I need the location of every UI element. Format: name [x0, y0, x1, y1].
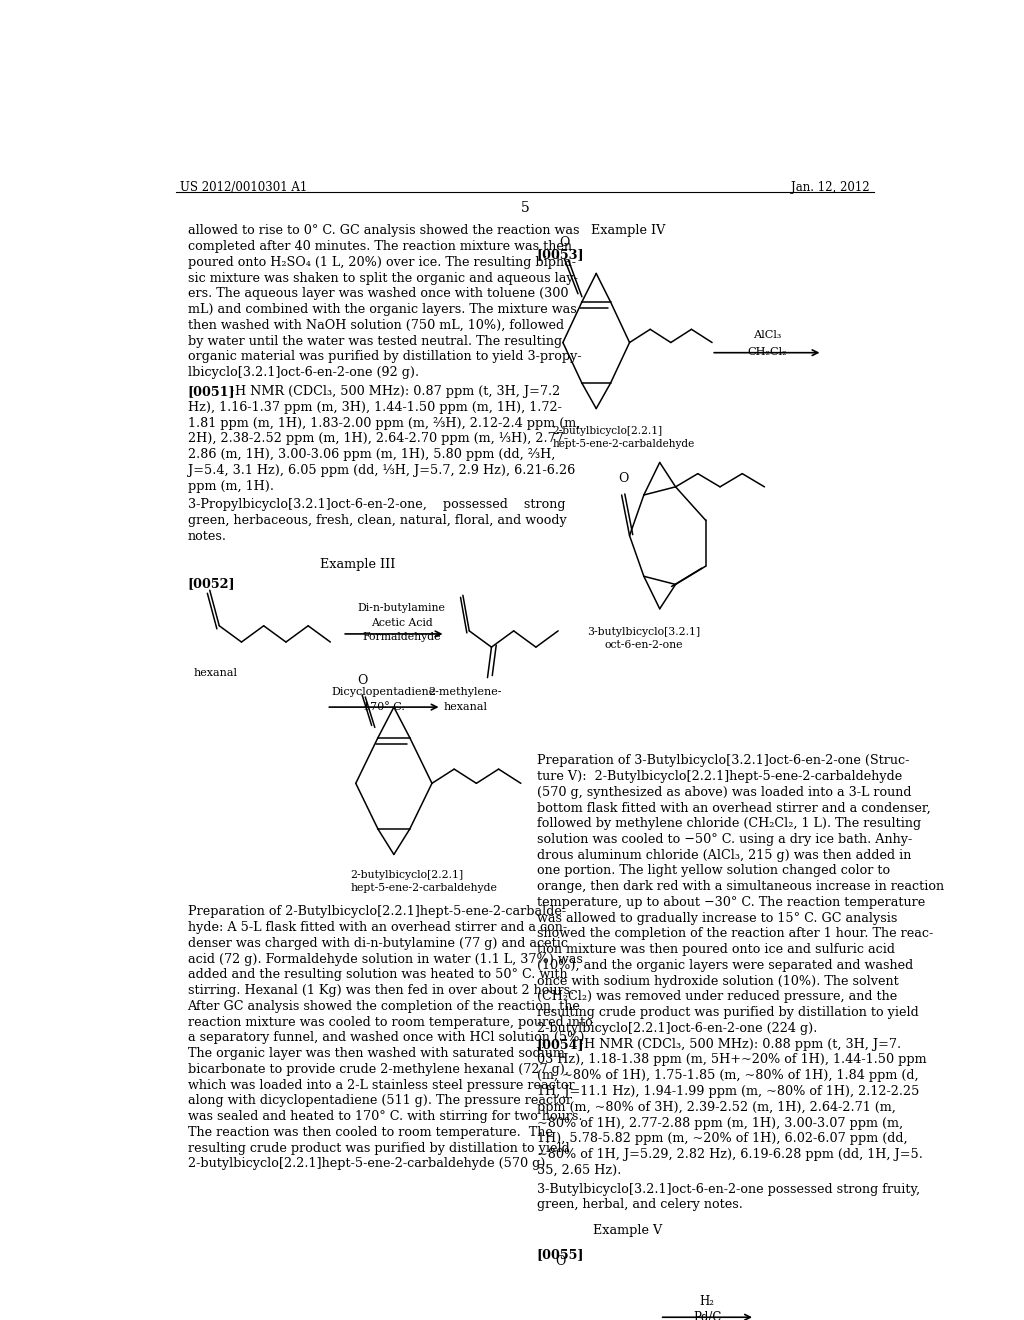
Text: ~80% of 1H, J=5.29, 2.82 Hz), 6.19-6.28 ppm (dd, 1H, J=5.: ~80% of 1H, J=5.29, 2.82 Hz), 6.19-6.28 …	[537, 1148, 923, 1162]
Text: solution was cooled to −50° C. using a dry ice bath. Anhy-: solution was cooled to −50° C. using a d…	[537, 833, 912, 846]
Text: Example V: Example V	[593, 1224, 663, 1237]
Text: 5: 5	[520, 201, 529, 215]
Text: sic mixture was shaken to split the organic and aqueous lay-: sic mixture was shaken to split the orga…	[187, 272, 578, 285]
Text: Hz), 1.16-1.37 ppm (m, 3H), 1.44-1.50 ppm (m, 1H), 1.72-: Hz), 1.16-1.37 ppm (m, 3H), 1.44-1.50 pp…	[187, 401, 561, 413]
Text: 1H, J=11.1 Hz), 1.94-1.99 ppm (m, ~80% of 1H), 2.12-2.25: 1H, J=11.1 Hz), 1.94-1.99 ppm (m, ~80% o…	[537, 1085, 920, 1098]
Text: (10%), and the organic layers were separated and washed: (10%), and the organic layers were separ…	[537, 958, 913, 972]
Text: 2-butylbicyclo[2.2.1]: 2-butylbicyclo[2.2.1]	[553, 426, 663, 436]
Text: Acetic Acid: Acetic Acid	[371, 618, 433, 628]
Text: followed by methylene chloride (CH₂Cl₂, 1 L). The resulting: followed by methylene chloride (CH₂Cl₂, …	[537, 817, 921, 830]
Text: AlCl₃: AlCl₃	[753, 330, 781, 341]
Text: a separatory funnel, and washed once with HCl solution (5%).: a separatory funnel, and washed once wit…	[187, 1031, 588, 1044]
Text: Jan. 12, 2012: Jan. 12, 2012	[792, 181, 870, 194]
Text: US 2012/0010301 A1: US 2012/0010301 A1	[179, 181, 307, 194]
Text: CH₂Cl₂: CH₂Cl₂	[748, 347, 786, 356]
Text: Preparation of 2-Butylbicyclo[2.2.1]hept-5-ene-2-carbalde-: Preparation of 2-Butylbicyclo[2.2.1]hept…	[187, 906, 565, 919]
Text: resulting crude product was purified by distillation to yield: resulting crude product was purified by …	[187, 1142, 569, 1155]
Text: O: O	[555, 1255, 565, 1269]
Text: 2H), 2.38-2.52 ppm (m, 1H), 2.64-2.70 ppm (m, ⅓H), 2.77-: 2H), 2.38-2.52 ppm (m, 1H), 2.64-2.70 pp…	[187, 433, 567, 445]
Text: (m, ~80% of 1H), 1.75-1.85 (m, ~80% of 1H), 1.84 ppm (d,: (m, ~80% of 1H), 1.75-1.85 (m, ~80% of 1…	[537, 1069, 919, 1082]
Text: Example III: Example III	[321, 558, 396, 570]
Text: Formaldehyde: Formaldehyde	[362, 632, 441, 642]
Text: O: O	[618, 471, 629, 484]
Text: hyde: A 5-L flask fitted with an overhead stirrer and a con-: hyde: A 5-L flask fitted with an overhea…	[187, 921, 566, 935]
Text: 2.86 (m, 1H), 3.00-3.06 ppm (m, 1H), 5.80 ppm (dd, ⅔H,: 2.86 (m, 1H), 3.00-3.06 ppm (m, 1H), 5.8…	[187, 447, 555, 461]
Text: 1H), 5.78-5.82 ppm (m, ~20% of 1H), 6.02-6.07 ppm (dd,: 1H), 5.78-5.82 ppm (m, ~20% of 1H), 6.02…	[537, 1133, 907, 1146]
Text: 2-methylene-: 2-methylene-	[428, 686, 502, 697]
Text: temperature, up to about −30° C. The reaction temperature: temperature, up to about −30° C. The rea…	[537, 896, 925, 909]
Text: After GC analysis showed the completion of the reaction, the: After GC analysis showed the completion …	[187, 999, 581, 1012]
Text: [0051]: [0051]	[187, 385, 236, 399]
Text: H₂: H₂	[699, 1295, 715, 1308]
Text: ~80% of 1H), 2.77-2.88 ppm (m, 1H), 3.00-3.07 ppm (m,: ~80% of 1H), 2.77-2.88 ppm (m, 1H), 3.00…	[537, 1117, 903, 1130]
Text: (CH₂Cl₂) was removed under reduced pressure, and the: (CH₂Cl₂) was removed under reduced press…	[537, 990, 897, 1003]
Text: acid (72 g). Formaldehyde solution in water (1.1 L, 37%) was: acid (72 g). Formaldehyde solution in wa…	[187, 953, 583, 965]
Text: bicarbonate to provide crude 2-methylene hexanal (727 g),: bicarbonate to provide crude 2-methylene…	[187, 1063, 568, 1076]
Text: completed after 40 minutes. The reaction mixture was then: completed after 40 minutes. The reaction…	[187, 240, 571, 253]
Text: O: O	[559, 236, 569, 249]
Text: one portion. The light yellow solution changed color to: one portion. The light yellow solution c…	[537, 865, 890, 878]
Text: O: O	[357, 673, 368, 686]
Text: reaction mixture was cooled to room temperature, poured into: reaction mixture was cooled to room temp…	[187, 1015, 592, 1028]
Text: Example IV: Example IV	[591, 224, 666, 238]
Text: ppm (m, ~80% of 3H), 2.39-2.52 (m, 1H), 2.64-2.71 (m,: ppm (m, ~80% of 3H), 2.39-2.52 (m, 1H), …	[537, 1101, 896, 1114]
Text: 3-Butylbicyclo[3.2.1]oct-6-en-2-one possessed strong fruity,: 3-Butylbicyclo[3.2.1]oct-6-en-2-one poss…	[537, 1183, 920, 1196]
Text: notes.: notes.	[187, 529, 226, 543]
Text: 2-butylbicyclo[2.2.1]hept-5-ene-2-carbaldehyde (570 g).: 2-butylbicyclo[2.2.1]hept-5-ene-2-carbal…	[187, 1158, 549, 1171]
Text: hept-5-ene-2-carbaldehyde: hept-5-ene-2-carbaldehyde	[350, 883, 497, 892]
Text: 55, 2.65 Hz).: 55, 2.65 Hz).	[537, 1164, 622, 1176]
Text: mL) and combined with the organic layers. The mixture was: mL) and combined with the organic layers…	[187, 304, 577, 317]
Text: tion mixture was then poured onto ice and sulfuric acid: tion mixture was then poured onto ice an…	[537, 944, 895, 956]
Text: The organic layer was then washed with saturated sodium: The organic layer was then washed with s…	[187, 1047, 564, 1060]
Text: orange, then dark red with a simultaneous increase in reaction: orange, then dark red with a simultaneou…	[537, 880, 944, 894]
Text: was sealed and heated to 170° C. with stirring for two hours.: was sealed and heated to 170° C. with st…	[187, 1110, 582, 1123]
Text: 2-butylbicyclo[2.2.1]oct-6-en-2-one (224 g).: 2-butylbicyclo[2.2.1]oct-6-en-2-one (224…	[537, 1022, 817, 1035]
Text: 03 Hz), 1.18-1.38 ppm (m, 5H+~20% of 1H), 1.44-1.50 ppm: 03 Hz), 1.18-1.38 ppm (m, 5H+~20% of 1H)…	[537, 1053, 927, 1067]
Text: ¹H NMR (CDCl₃, 500 MHz): 0.87 ppm (t, 3H, J=7.2: ¹H NMR (CDCl₃, 500 MHz): 0.87 ppm (t, 3H…	[229, 385, 560, 399]
Text: ers. The aqueous layer was washed once with toluene (300: ers. The aqueous layer was washed once w…	[187, 288, 568, 301]
Text: allowed to rise to 0° C. GC analysis showed the reaction was: allowed to rise to 0° C. GC analysis sho…	[187, 224, 579, 238]
Text: [0055]: [0055]	[537, 1247, 585, 1261]
Text: ppm (m, 1H).: ppm (m, 1H).	[187, 479, 273, 492]
Text: then washed with NaOH solution (750 mL, 10%), followed: then washed with NaOH solution (750 mL, …	[187, 319, 563, 333]
Text: by water until the water was tested neutral. The resulting: by water until the water was tested neut…	[187, 335, 561, 347]
Text: (570 g, synthesized as above) was loaded into a 3-L round: (570 g, synthesized as above) was loaded…	[537, 785, 911, 799]
Text: oct-6-en-2-one: oct-6-en-2-one	[604, 640, 683, 651]
Text: lbicyclo[3.2.1]oct-6-en-2-one (92 g).: lbicyclo[3.2.1]oct-6-en-2-one (92 g).	[187, 366, 419, 379]
Text: [0054]: [0054]	[537, 1038, 585, 1051]
Text: Pd/C: Pd/C	[693, 1311, 722, 1320]
Text: green, herbaceous, fresh, clean, natural, floral, and woody: green, herbaceous, fresh, clean, natural…	[187, 513, 566, 527]
Text: hexanal: hexanal	[194, 668, 238, 678]
Text: was allowed to gradually increase to 15° C. GC analysis: was allowed to gradually increase to 15°…	[537, 912, 897, 925]
Text: stirring. Hexanal (1 Kg) was then fed in over about 2 hours.: stirring. Hexanal (1 Kg) was then fed in…	[187, 985, 573, 997]
Text: hept-5-ene-2-carbaldehyde: hept-5-ene-2-carbaldehyde	[553, 440, 695, 449]
Text: showed the completion of the reaction after 1 hour. The reac-: showed the completion of the reaction af…	[537, 928, 933, 940]
Text: added and the resulting solution was heated to 50° C. with: added and the resulting solution was hea…	[187, 969, 567, 981]
Text: [0052]: [0052]	[187, 577, 236, 590]
Text: 3-Propylbicyclo[3.2.1]oct-6-en-2-one,    possessed    strong: 3-Propylbicyclo[3.2.1]oct-6-en-2-one, po…	[187, 499, 565, 511]
Text: resulting crude product was purified by distillation to yield: resulting crude product was purified by …	[537, 1006, 919, 1019]
Text: which was loaded into a 2-L stainless steel pressure reactor: which was loaded into a 2-L stainless st…	[187, 1078, 574, 1092]
Text: hexanal: hexanal	[443, 702, 487, 711]
Text: once with sodium hydroxide solution (10%). The solvent: once with sodium hydroxide solution (10%…	[537, 974, 898, 987]
Text: bottom flask fitted with an overhead stirrer and a condenser,: bottom flask fitted with an overhead sti…	[537, 801, 931, 814]
Text: 2-butylbicyclo[2.2.1]: 2-butylbicyclo[2.2.1]	[350, 870, 463, 879]
Text: green, herbal, and celery notes.: green, herbal, and celery notes.	[537, 1199, 742, 1212]
Text: [0053]: [0053]	[537, 248, 585, 261]
Text: Di-n-butylamine: Di-n-butylamine	[357, 603, 445, 614]
Text: along with dicyclopentadiene (511 g). The pressure reactor: along with dicyclopentadiene (511 g). Th…	[187, 1094, 571, 1107]
Text: denser was charged with di-n-butylamine (77 g) and acetic: denser was charged with di-n-butylamine …	[187, 937, 567, 950]
Text: 3-butylbicyclo[3.2.1]: 3-butylbicyclo[3.2.1]	[588, 627, 700, 638]
Text: 170° C.: 170° C.	[362, 702, 404, 711]
Text: J=5.4, 3.1 Hz), 6.05 ppm (dd, ⅓H, J=5.7, 2.9 Hz), 6.21-6.26: J=5.4, 3.1 Hz), 6.05 ppm (dd, ⅓H, J=5.7,…	[187, 463, 574, 477]
Text: The reaction was then cooled to room temperature.  The: The reaction was then cooled to room tem…	[187, 1126, 552, 1139]
Text: poured onto H₂SO₄ (1 L, 20%) over ice. The resulting bipha-: poured onto H₂SO₄ (1 L, 20%) over ice. T…	[187, 256, 575, 269]
Text: drous aluminum chloride (AlCl₃, 215 g) was then added in: drous aluminum chloride (AlCl₃, 215 g) w…	[537, 849, 911, 862]
Text: organic material was purified by distillation to yield 3-propy-: organic material was purified by distill…	[187, 351, 582, 363]
Text: ture V):  2-Butylbicyclo[2.2.1]hept-5-ene-2-carbaldehyde: ture V): 2-Butylbicyclo[2.2.1]hept-5-ene…	[537, 770, 902, 783]
Text: Dicyclopentadiene: Dicyclopentadiene	[332, 686, 436, 697]
Text: 1.81 ppm (m, 1H), 1.83-2.00 ppm (m, ⅔H), 2.12-2.4 ppm (m,: 1.81 ppm (m, 1H), 1.83-2.00 ppm (m, ⅔H),…	[187, 417, 580, 429]
Text: Preparation of 3-Butylbicyclo[3.2.1]oct-6-en-2-one (Struc-: Preparation of 3-Butylbicyclo[3.2.1]oct-…	[537, 754, 909, 767]
Text: ¹H NMR (CDCl₃, 500 MHz): 0.88 ppm (t, 3H, J=7.: ¹H NMR (CDCl₃, 500 MHz): 0.88 ppm (t, 3H…	[579, 1038, 901, 1051]
